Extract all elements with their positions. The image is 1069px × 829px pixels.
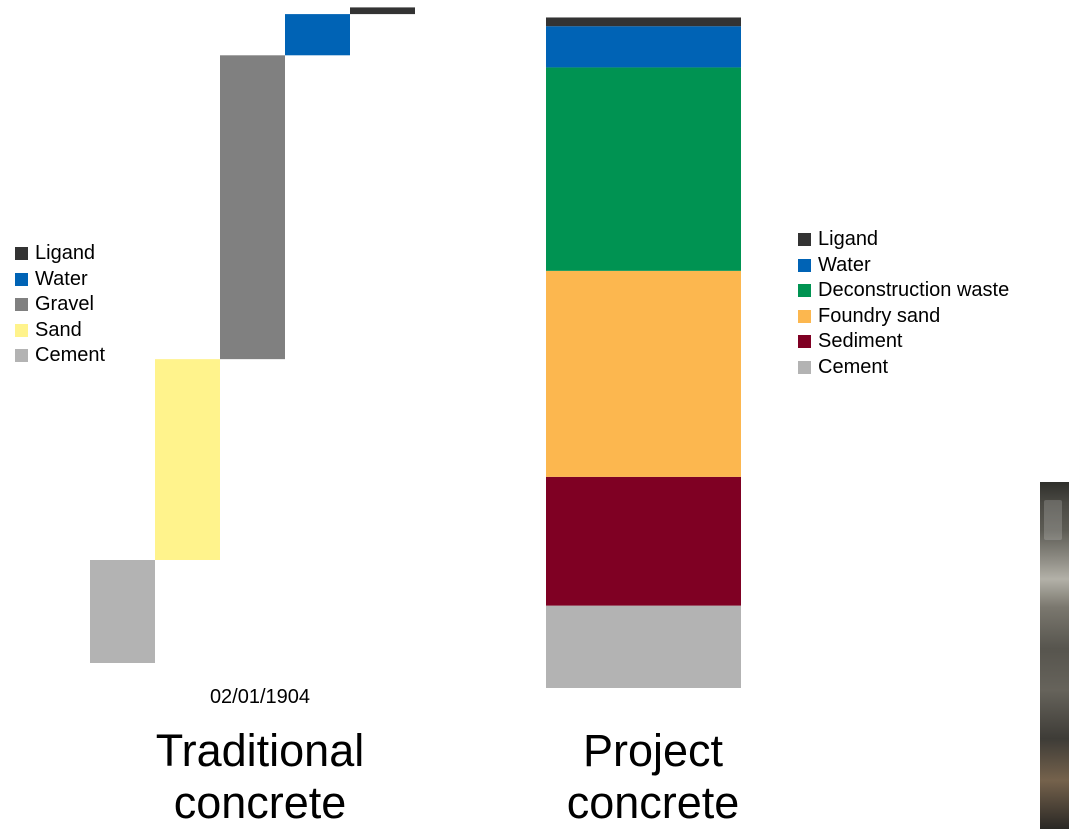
traditional-caption-line-2: concrete [173, 777, 347, 828]
legend-label-ligand: Ligand [35, 242, 96, 264]
legend-item-deconstruction-waste: Deconstruction waste [798, 278, 1009, 304]
traditional-bars [90, 7, 415, 663]
legend-swatch-ligand [798, 233, 811, 247]
legend-item-sand: Sand [15, 318, 105, 344]
date-label: 02/01/1904 [209, 686, 311, 708]
project-caption-line-1: Project [582, 725, 724, 776]
legend-label-gravel: Gravel [35, 293, 94, 315]
segment-ligand [546, 17, 741, 27]
legend-label-cement: Cement [35, 344, 106, 366]
traditional-legend: Ligand Water Gravel Sand Cement [15, 241, 105, 369]
legend-swatch-water [15, 272, 28, 286]
traditional-caption: Traditional concrete [110, 725, 410, 829]
legend-item-water: Water [798, 253, 1009, 279]
segment-cement [546, 605, 741, 688]
segment-deconstruction-waste [546, 67, 741, 271]
concrete-photo [1040, 482, 1069, 829]
legend-item-ligand: Ligand [798, 227, 1009, 253]
legend-item-water: Water [15, 267, 105, 293]
segment-foundry-sand [546, 270, 741, 477]
project-caption: Project concrete [503, 725, 803, 829]
legend-item-ligand: Ligand [15, 241, 105, 267]
legend-swatch-foundry-sand [798, 309, 811, 323]
legend-swatch-ligand [15, 247, 28, 261]
segment-water [546, 26, 741, 68]
legend-item-sediment: Sediment [798, 329, 1009, 355]
legend-swatch-sediment [798, 335, 811, 349]
project-legend: Ligand Water Deconstruction waste Foundry s… [798, 227, 1009, 380]
bar-sand [155, 359, 220, 560]
legend-label-water: Water [818, 253, 871, 276]
legend-swatch-water [798, 258, 811, 272]
legend-swatch-cement [15, 349, 28, 363]
segment-sediment [546, 476, 741, 606]
legend-item-gravel: Gravel [15, 292, 105, 318]
bar-ligand [350, 7, 415, 15]
bar-cement [90, 560, 155, 663]
legend-label-cement: Cement [818, 355, 889, 378]
bar-water [285, 14, 350, 56]
bar-gravel [220, 55, 285, 360]
legend-item-cement: Cement [798, 355, 1009, 381]
legend-label-water: Water [35, 267, 88, 290]
legend-swatch-sand [15, 323, 28, 337]
legend-label-sediment: Sediment [818, 330, 903, 352]
legend-label-ligand: Ligand [818, 228, 879, 250]
legend-label-sand: Sand [35, 318, 82, 341]
project-bars [546, 17, 741, 688]
legend-swatch-cement [798, 360, 811, 374]
project-caption-line-2: concrete [566, 777, 740, 828]
legend-label-foundry-sand: Foundry sand [818, 304, 941, 327]
legend-swatch-deconstruction-waste [798, 284, 811, 298]
legend-label-deconstruction-waste: Deconstruction waste [818, 279, 1010, 301]
legend-item-cement: Cement [15, 343, 105, 369]
legend-item-foundry-sand: Foundry sand [798, 304, 1009, 330]
legend-swatch-gravel [15, 298, 28, 312]
traditional-caption-line-1: Traditional [155, 725, 365, 776]
